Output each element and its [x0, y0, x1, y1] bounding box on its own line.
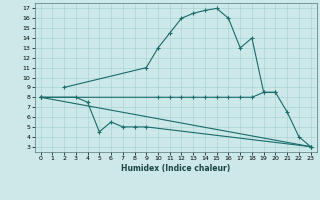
X-axis label: Humidex (Indice chaleur): Humidex (Indice chaleur) [121, 164, 230, 173]
